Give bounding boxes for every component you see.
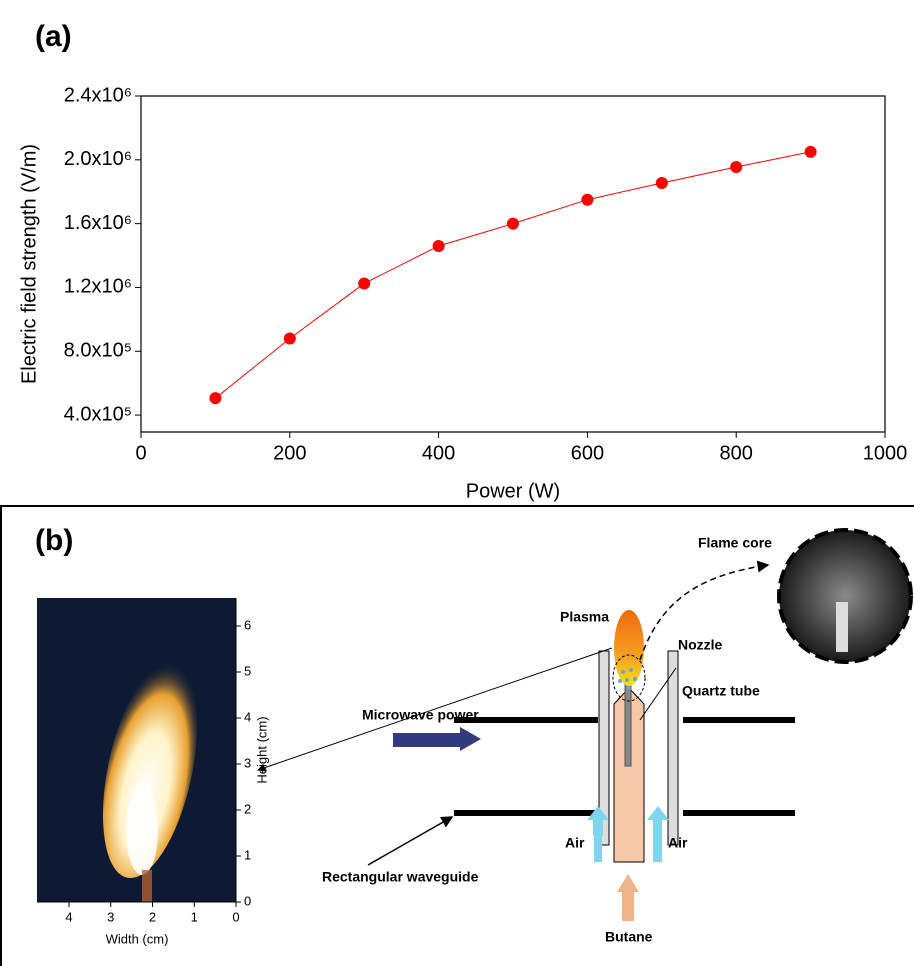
y-tick-label: 1.6x10⁶ — [64, 212, 132, 234]
tick-label: 3 — [107, 909, 114, 924]
tick-label: 3 — [244, 755, 251, 770]
panel-label: (b) — [35, 524, 73, 557]
x-tick-label: 600 — [571, 442, 604, 464]
data-point — [730, 160, 743, 173]
label: Air — [668, 835, 688, 851]
y-tick-label: 2.4x10⁶ — [64, 84, 132, 106]
tick-label: 5 — [244, 663, 251, 678]
x-tick-label: 200 — [273, 442, 306, 464]
photo — [37, 598, 237, 903]
label: Microwave power — [362, 707, 479, 723]
tick-label: 2 — [244, 801, 251, 816]
x-axis-title: Power (W) — [466, 480, 560, 502]
axis-title: Height (cm) — [254, 716, 269, 783]
label: Air — [565, 835, 585, 851]
panel-label: (a) — [35, 20, 72, 53]
axis-title: Width (cm) — [106, 931, 169, 946]
tick-label: 2 — [149, 909, 156, 924]
panel-frame — [0, 505, 914, 966]
label: Flame core — [698, 535, 772, 551]
y-tick-label: 1.2x10⁶ — [64, 276, 132, 298]
x-tick-label: 400 — [422, 442, 455, 464]
series-line — [215, 151, 811, 399]
data-point — [507, 217, 519, 230]
data-point — [432, 239, 445, 252]
data-point — [283, 332, 296, 345]
y-axis-title: Electric field strength (V/m) — [18, 144, 40, 384]
schematic — [257, 528, 913, 921]
data-point — [655, 176, 668, 189]
label: Nozzle — [678, 637, 723, 653]
x-tick-label: 0 — [135, 442, 146, 464]
label: Rectangular waveguide — [322, 869, 479, 885]
y-tick-label: 2.0x10⁶ — [64, 148, 132, 170]
tick-label: 1 — [191, 909, 198, 924]
tick-label: 4 — [244, 709, 251, 724]
data-point — [804, 145, 817, 158]
plot-frame — [140, 95, 886, 433]
tick-label: 1 — [244, 847, 251, 862]
x-tick-label: 800 — [720, 442, 753, 464]
x-tick-label: 1000 — [863, 442, 908, 464]
tick-label: 4 — [65, 909, 72, 924]
photo-axes: 0 1 2 3 4 5 6 4 3 2 1 0 — [65, 617, 251, 924]
y-tick-label: 4.0x10⁵ — [64, 403, 132, 425]
y-tick-label: 8.0x10⁵ — [64, 340, 132, 362]
data-point — [581, 193, 594, 206]
tick-label: 6 — [244, 617, 251, 632]
chart: 0 200 400 600 800 1000 4.0x10⁵ 8.0x10⁵ 1.2x10⁶ 1.… — [18, 84, 907, 502]
label: Plasma — [560, 609, 609, 625]
data-point — [358, 277, 371, 290]
tick-label: 0 — [232, 909, 239, 924]
data-point — [209, 392, 222, 405]
label: Butane — [605, 929, 653, 945]
label: Quartz tube — [682, 683, 760, 699]
tick-label: 0 — [244, 893, 251, 908]
